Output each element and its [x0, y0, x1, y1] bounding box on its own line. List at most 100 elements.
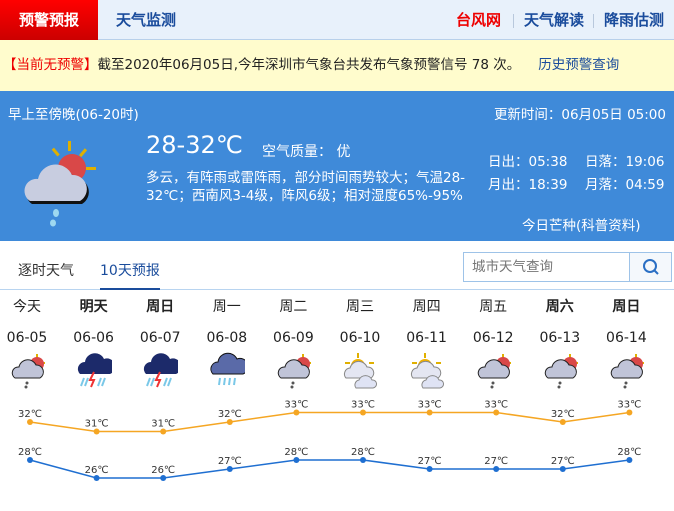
tab-10day[interactable]: 10天预报 [100, 260, 160, 290]
high-temp-point [293, 409, 300, 416]
top-nav: 预警预报 天气监测 台风网 天气解读 降雨估测 [0, 0, 674, 40]
weekday: 周四 [412, 299, 441, 315]
nav-typhoon[interactable]: 台风网 [456, 11, 502, 29]
low-temp-point [626, 457, 633, 463]
rain-icon [210, 352, 249, 386]
forecast-desc-line1: 多云，有阵雨或雷阵雨，部分时间雨势较大；气温28- [146, 170, 466, 186]
forecast-day: 周一 06-08 [197, 296, 257, 394]
low-temp-label: 27℃ [484, 456, 508, 467]
low-temp-label: 26℃ [151, 465, 175, 476]
period: 早上至傍晚(06-20时) [8, 107, 139, 123]
date: 06-10 [339, 330, 381, 346]
forecast-day: 今天 06-05 [0, 296, 57, 394]
solar-term-link[interactable]: 今日芒种(科普资料) [522, 218, 641, 234]
high-temp-point [360, 409, 366, 416]
date: 06-09 [273, 330, 314, 346]
shower-icon [11, 354, 48, 389]
high-temp-point [559, 419, 566, 425]
date: 06-08 [206, 330, 248, 346]
high-temp-label: 33℃ [418, 400, 442, 411]
partly-cloudy-icon [343, 353, 377, 389]
date: 06-13 [539, 330, 581, 346]
tab-hourly[interactable]: 逐时天气 [18, 263, 74, 279]
weekday: 明天 [79, 299, 108, 315]
temperature-chart: 32℃ 31℃ 31℃ 32℃ 33℃ 33℃ 33℃ 33℃ 32℃ 33℃ 28℃ 26℃ 26℃ 2… [18, 400, 641, 481]
thunderstorm-icon [144, 353, 182, 388]
low-temp-label: 28℃ [18, 447, 42, 458]
date: 06-07 [139, 330, 181, 346]
low-temp-point [493, 466, 500, 472]
low-temp-point [293, 457, 300, 463]
forecast-day: 周六 06-13 [530, 296, 590, 394]
nav-rain-estimate[interactable]: 降雨估测 [604, 11, 665, 29]
date: 06-12 [472, 330, 514, 346]
city-search-input[interactable] [464, 253, 630, 281]
moonrise: 月出：18:39 [488, 177, 568, 193]
divider [593, 14, 594, 28]
weekday: 今天 [13, 299, 41, 315]
shower-icon [544, 354, 581, 389]
warning-status: 【当前无预警】 [3, 57, 98, 73]
moonset: 月落：04:59 [585, 177, 665, 193]
weekday: 周六 [545, 299, 574, 315]
low-temp-label: 27℃ [418, 456, 442, 467]
weekday: 周二 [279, 299, 308, 315]
high-temp-label: 33℃ [284, 400, 308, 411]
high-temp-label: 31℃ [151, 419, 175, 430]
temperature-range: 28-32℃ [146, 131, 243, 159]
low-temp-point [360, 457, 366, 463]
search-icon [643, 259, 659, 275]
date: 06-06 [73, 330, 114, 346]
low-temp-label: 28℃ [284, 447, 308, 458]
weekday: 周五 [479, 299, 508, 315]
high-temp-point [426, 409, 433, 416]
low-temp-label: 28℃ [351, 447, 375, 458]
thunderstorm-icon [77, 353, 115, 388]
nav-weather-monitor[interactable]: 天气监测 [116, 11, 177, 29]
weekday: 周日 [612, 299, 641, 315]
weekday: 周一 [212, 299, 241, 315]
forecast-day: 周三 06-10 [330, 296, 390, 394]
high-temp-label: 31℃ [85, 419, 109, 430]
low-temp-label: 28℃ [617, 447, 641, 458]
history-warning-link[interactable]: 历史预警查询 [538, 57, 620, 73]
update-time: 更新时间：06月05日 05:00 [493, 107, 666, 123]
low-temp-point [160, 475, 167, 481]
forecast-day: 明天 06-06 [64, 296, 124, 394]
air-quality: 空气质量： 优 [262, 144, 351, 160]
shower-icon [278, 354, 315, 389]
sunrise: 日出：05:38 [488, 154, 568, 170]
weekday: 周日 [146, 299, 175, 315]
high-temp-point [27, 419, 33, 425]
forecast-day: 周日 06-07 [130, 296, 190, 394]
sunset: 日落：19:06 [585, 154, 665, 170]
low-temp-label: 27℃ [218, 456, 242, 467]
shower-icon [477, 354, 515, 389]
warning-text: 截至2020年06月05日,今年深圳市气象台共发布气象预警信号 78 次。 [97, 57, 521, 73]
high-temp-label: 32℃ [218, 409, 242, 420]
city-search [463, 252, 672, 282]
nav-weather-analysis[interactable]: 天气解读 [524, 11, 585, 29]
high-temp-label: 33℃ [484, 400, 508, 411]
search-button[interactable] [629, 253, 671, 281]
low-temp-point [559, 466, 566, 472]
today-panel: 早上至傍晚(06-20时) 更新时间：06月05日 05:00 28-32℃ 空… [0, 91, 674, 241]
date: 06-14 [606, 330, 647, 346]
low-temp-label: 27℃ [551, 456, 575, 467]
forecast-day: 周二 06-09 [263, 296, 323, 394]
forecast-desc-line2: 32℃；西南风3-4级，阵风6级；相对湿度65%-95% [146, 188, 463, 204]
low-temp-point [27, 457, 33, 463]
warning-bar: 【当前无预警】截至2020年06月05日,今年深圳市气象台共发布气象预警信号 7… [0, 40, 674, 91]
shower-icon [611, 354, 648, 389]
low-temp-point [426, 466, 433, 472]
divider [513, 14, 514, 28]
high-temp-point [93, 428, 100, 435]
high-temp-label: 33℃ [351, 400, 375, 411]
high-temp-label: 32℃ [18, 409, 42, 420]
low-temp-point [93, 475, 100, 481]
high-temp-label: 33℃ [617, 400, 641, 411]
forecast-day: 周四 06-11 [397, 296, 457, 394]
nav-warning-forecast[interactable]: 预警预报 [0, 0, 98, 40]
weekday: 周三 [346, 299, 374, 315]
high-temp-point [626, 409, 633, 416]
